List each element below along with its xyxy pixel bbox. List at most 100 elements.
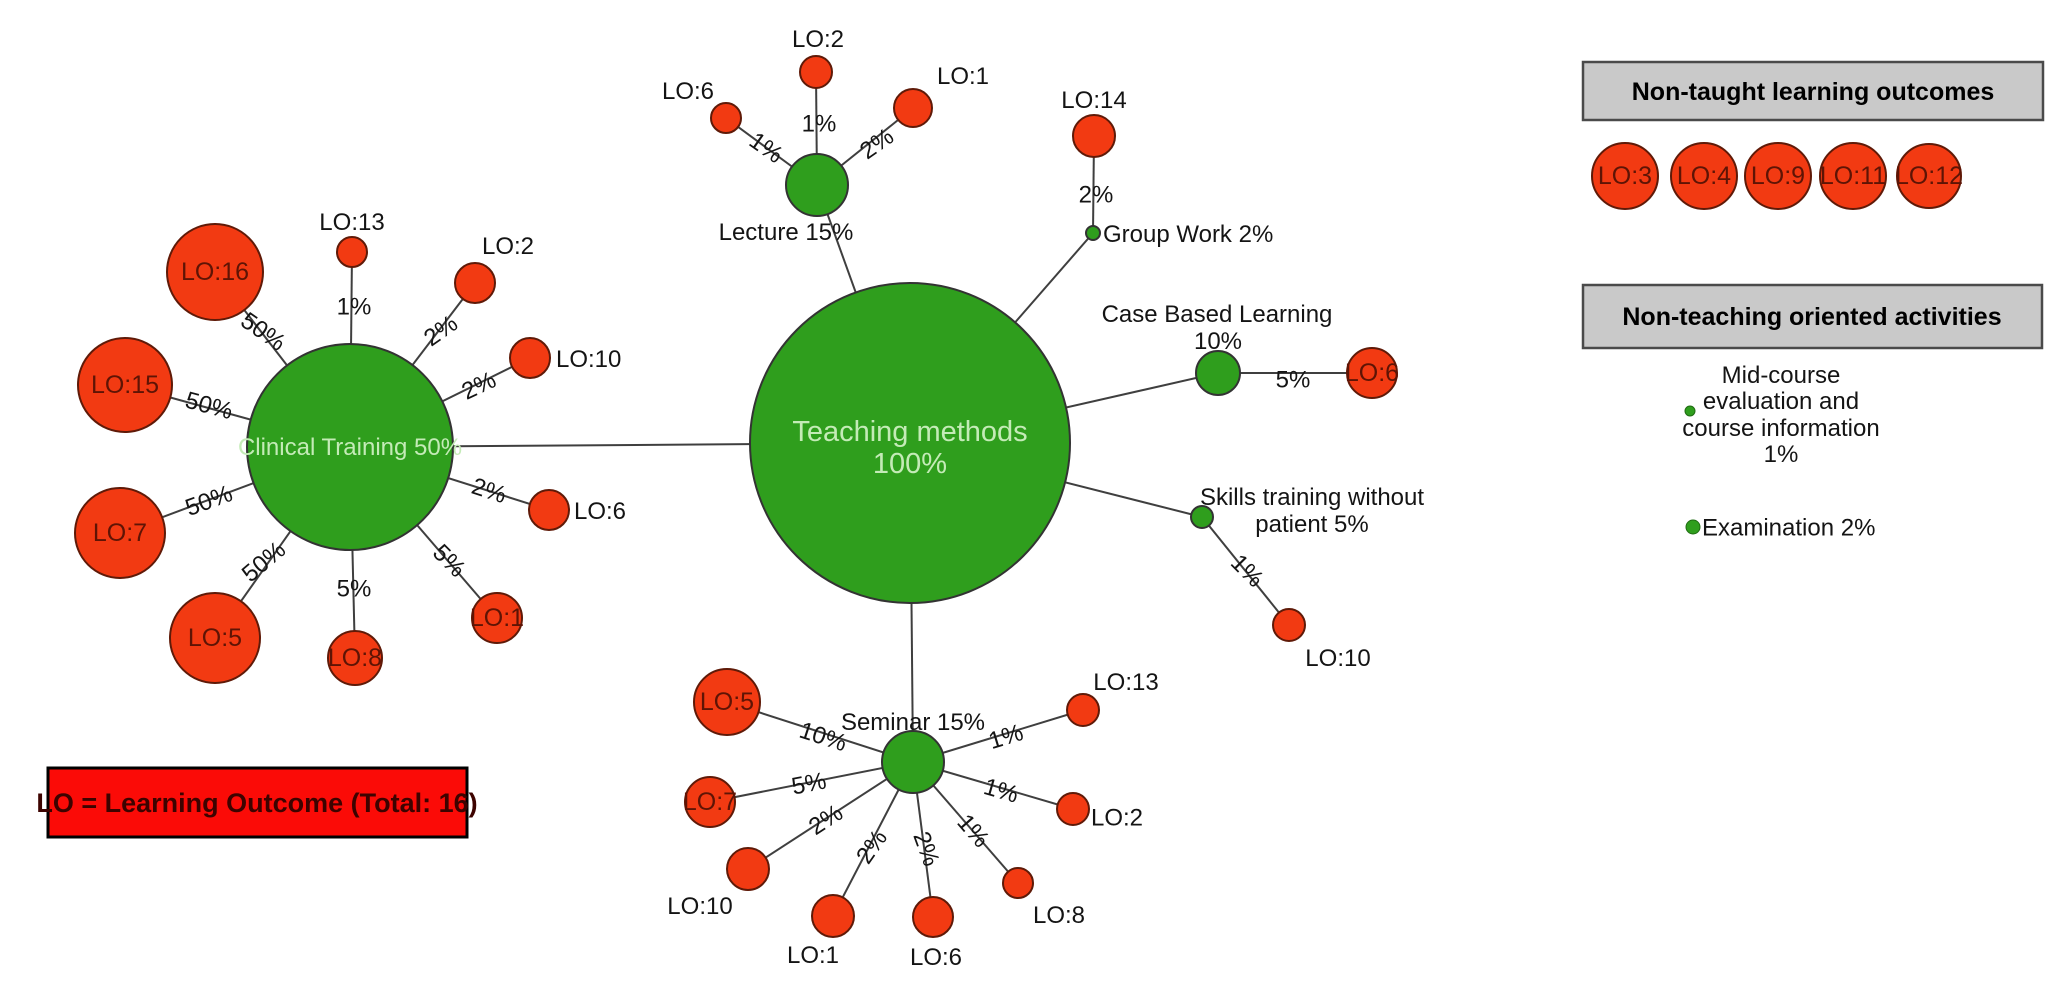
cl-lo10-label: LO:10 [556, 346, 621, 373]
node-cl-lo15 [77, 337, 173, 433]
lo-key-box [46, 766, 469, 839]
se-lo1-label: LO:1 [787, 942, 839, 969]
clinical-training-label: Clinical Training 50% [238, 434, 462, 461]
node-se-lo13 [1066, 693, 1100, 727]
legend-non-teaching-box [1581, 283, 2044, 350]
teaching-methods-label-line2: 100% [873, 448, 947, 480]
node-se-lo8 [1002, 867, 1034, 899]
legend-lo12-circle [1896, 143, 1962, 209]
node-le-lo6 [710, 102, 742, 134]
legend-lo3-label: LO:3 [1598, 162, 1652, 190]
mid-course-line3: course information [1682, 415, 1879, 442]
node-cl-lo7 [74, 487, 166, 579]
legend-lo9-label: LO:9 [1751, 162, 1805, 190]
node-cl-lo10 [509, 337, 551, 379]
ca-lo6-label: LO:6 [1345, 359, 1399, 387]
case-based-label-line2: 10% [1194, 328, 1242, 355]
node-ca-lo6 [1346, 347, 1398, 399]
node-lecture [785, 153, 849, 217]
legend-non-taught-title: Non-taught learning outcomes [1632, 78, 1995, 106]
mid-course-line4: 1% [1764, 441, 1799, 468]
mid-course-line2: evaluation and [1703, 388, 1859, 415]
cl-lo2-pct: 2% [419, 310, 463, 352]
seminar-label: Seminar 15% [841, 709, 985, 736]
edge-seminar-lo10 [747, 761, 914, 870]
se-lo6-pct: 2% [907, 828, 944, 870]
node-cl-lo5 [169, 592, 261, 684]
node-se-lo10 [726, 847, 770, 891]
cl-lo5-label: LO:5 [188, 624, 242, 652]
se-lo6-label: LO:6 [910, 944, 962, 971]
gr-lo14-pct: 2% [1079, 182, 1114, 209]
node-seminar [881, 730, 945, 794]
gr-lo14-label: LO:14 [1061, 87, 1126, 114]
node-cl-lo13 [336, 236, 368, 268]
node-se-lo5 [693, 668, 761, 736]
sk-lo10-label: LO:10 [1305, 645, 1370, 672]
node-le-lo2 [799, 55, 833, 89]
se-lo8-pct: 1% [951, 809, 994, 853]
se-lo2-label: LO:2 [1091, 805, 1143, 832]
node-gr-lo14 [1072, 114, 1116, 158]
legend-lo3-circle [1591, 142, 1659, 210]
node-group-work [1085, 225, 1101, 241]
mid-course-dot [1684, 405, 1696, 417]
node-se-lo2 [1056, 792, 1090, 826]
se-lo2-pct: 1% [981, 773, 1022, 809]
node-se-lo6 [912, 896, 954, 938]
cl-lo7-label: LO:7 [93, 519, 147, 547]
node-se-lo1 [811, 894, 855, 938]
node-cl-lo6 [528, 489, 570, 531]
node-sk-lo10 [1272, 608, 1306, 642]
node-le-lo1 [893, 88, 933, 128]
legend-non-teaching-title: Non-teaching oriented activities [1622, 303, 2001, 331]
legend-lo12-label: LO:12 [1895, 162, 1963, 190]
skills-label-line1: Skills training without [1200, 484, 1424, 511]
node-cl-lo2 [454, 262, 496, 304]
group-work-label: Group Work 2% [1103, 221, 1273, 248]
mid-course-line1: Mid-course [1722, 362, 1841, 389]
node-case-based-learning [1195, 350, 1241, 396]
teaching-methods-label-line1: Teaching methods [792, 416, 1027, 448]
se-lo7-pct: 5% [789, 767, 828, 800]
se-lo10-pct: 2% [804, 799, 848, 841]
le-lo2-pct: 1% [802, 111, 837, 138]
edge-seminar-lo7 [709, 761, 914, 803]
legend-lo4-label: LO:4 [1677, 162, 1731, 190]
node-cl-lo16 [166, 223, 264, 321]
cl-lo6-label: LO:6 [574, 498, 626, 525]
lo-key: LO = Learning Outcome (Total: 16) [36, 766, 478, 839]
le-lo6-pct: 1% [744, 127, 788, 169]
legend-lo11-circle [1819, 142, 1887, 210]
cl-lo15-pct: 50% [182, 387, 235, 426]
se-lo13-label: LO:13 [1093, 669, 1158, 696]
cl-lo16-label: LO:16 [181, 258, 249, 286]
legend-non-taught-box [1581, 60, 2045, 122]
cl-lo1-label: LO:1 [470, 604, 524, 632]
legend-non-teaching: Non-teaching oriented activities Mid-cou… [1581, 283, 2044, 542]
le-lo1-label: LO:1 [937, 63, 989, 90]
edge-skills-lo10 [1201, 516, 1290, 626]
sk-lo10-pct: 1% [1225, 549, 1269, 593]
cl-lo6-pct: 2% [468, 473, 509, 509]
legend-lo11-label: LO:11 [1820, 162, 1886, 190]
se-lo7-label: LO:7 [683, 788, 737, 816]
le-lo6-label: LO:6 [662, 78, 714, 105]
cl-lo8-pct: 5% [337, 576, 372, 603]
cl-lo16-pct: 50% [236, 307, 291, 357]
legend-non-taught: Non-taught learning outcomes LO:3 LO:4 L… [1581, 60, 2045, 210]
cl-lo2-label: LO:2 [482, 233, 534, 260]
lecture-label: Lecture 15% [719, 219, 854, 246]
cl-lo13-pct: 1% [337, 294, 372, 321]
node-se-lo7 [684, 776, 736, 828]
cl-lo8-label: LO:8 [328, 644, 382, 672]
node-skills-training [1190, 505, 1214, 529]
se-lo10-label: LO:10 [667, 893, 732, 920]
se-lo5-label: LO:5 [700, 688, 754, 716]
node-teaching-methods [749, 282, 1071, 604]
cl-lo10-pct: 2% [458, 366, 501, 405]
skills-label-line2: patient 5% [1255, 511, 1368, 538]
examination-dot [1685, 519, 1701, 535]
